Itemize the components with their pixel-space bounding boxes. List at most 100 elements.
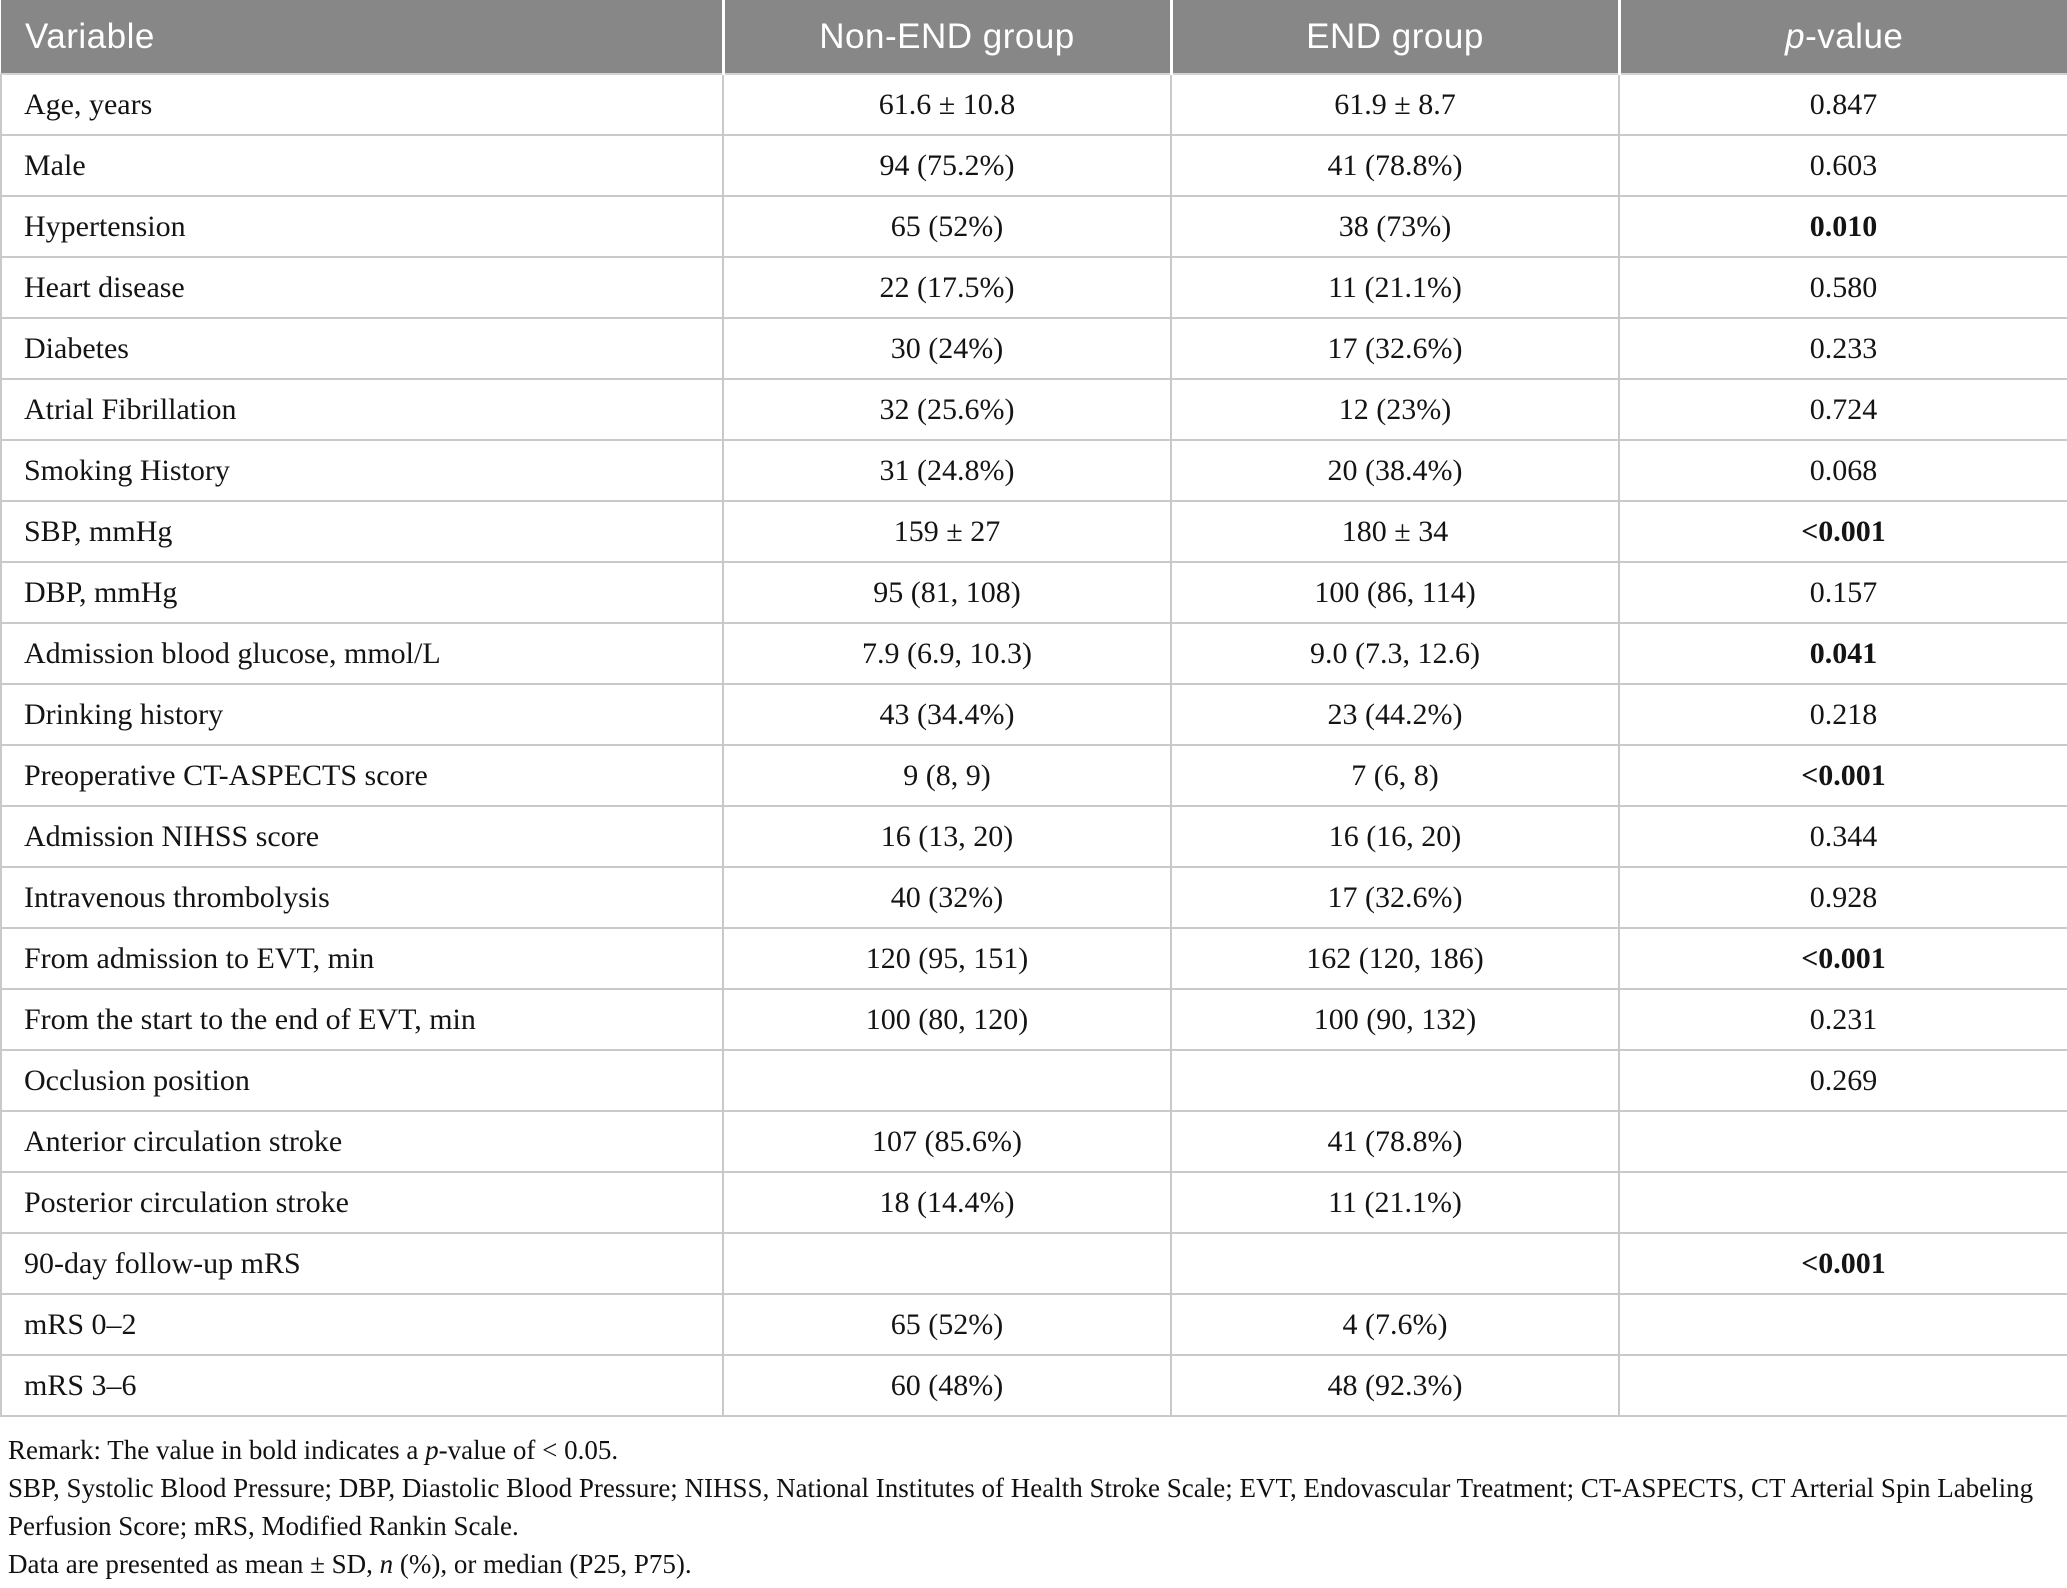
end-cell: 41 (78.8%) — [1170, 134, 1620, 197]
table-body: Age, years 61.6 ± 10.8 61.9 ± 8.7 0.847 … — [0, 73, 2067, 1417]
table-footnotes: Remark: The value in bold indicates a p-… — [0, 1417, 2067, 1583]
variable-cell: 90-day follow-up mRS — [0, 1232, 724, 1295]
table-row: Posterior circulation stroke 18 (14.4%) … — [0, 1171, 2067, 1234]
table-header: Variable Non-END group END group p-value — [1, 0, 2067, 75]
data-presentation-text-end: (%), or median (P25, P75). — [393, 1549, 692, 1579]
non-end-cell: 95 (81, 108) — [722, 561, 1172, 624]
non-end-cell: 43 (34.4%) — [722, 683, 1172, 746]
end-cell: 38 (73%) — [1170, 195, 1620, 258]
non-end-cell: 32 (25.6%) — [722, 378, 1172, 441]
non-end-cell: 61.6 ± 10.8 — [722, 73, 1172, 136]
table-row: Hypertension 65 (52%) 38 (73%) 0.010 — [0, 195, 2067, 258]
p-value-cell: 0.231 — [1618, 988, 2067, 1051]
p-value-cell: <0.001 — [1618, 1232, 2067, 1295]
non-end-cell: 159 ± 27 — [722, 500, 1172, 563]
end-cell: 17 (32.6%) — [1170, 317, 1620, 380]
table-row: Drinking history 43 (34.4%) 23 (44.2%) 0… — [0, 683, 2067, 746]
column-header-end-group: END group — [1169, 0, 1619, 75]
table-row: Atrial Fibrillation 32 (25.6%) 12 (23%) … — [0, 378, 2067, 441]
variable-cell: Diabetes — [0, 317, 724, 380]
non-end-cell: 107 (85.6%) — [722, 1110, 1172, 1173]
p-value-cell: <0.001 — [1618, 927, 2067, 990]
remark-text: Remark: The value in bold indicates a — [8, 1435, 426, 1465]
non-end-cell: 65 (52%) — [722, 195, 1172, 258]
non-end-cell: 40 (32%) — [722, 866, 1172, 929]
non-end-cell — [722, 1049, 1172, 1112]
p-value-cell: <0.001 — [1618, 500, 2067, 563]
end-cell: 100 (90, 132) — [1170, 988, 1620, 1051]
p-value-cell: 0.580 — [1618, 256, 2067, 319]
p-value-cell — [1618, 1354, 2067, 1417]
remark-italic-p: p — [425, 1435, 439, 1465]
end-cell: 180 ± 34 — [1170, 500, 1620, 563]
column-header-p-value: p-value — [1617, 0, 2067, 75]
end-cell — [1170, 1232, 1620, 1295]
data-presentation-italic-n: n — [379, 1549, 394, 1579]
variable-cell: mRS 0–2 — [0, 1293, 724, 1356]
end-cell: 16 (16, 20) — [1170, 805, 1620, 868]
table-row: Intravenous thrombolysis 40 (32%) 17 (32… — [0, 866, 2067, 929]
end-cell: 9.0 (7.3, 12.6) — [1170, 622, 1620, 685]
non-end-cell: 18 (14.4%) — [722, 1171, 1172, 1234]
p-value-cell: 0.233 — [1618, 317, 2067, 380]
header-row: Variable Non-END group END group p-value — [1, 0, 2067, 75]
end-cell: 48 (92.3%) — [1170, 1354, 1620, 1417]
table-row: DBP, mmHg 95 (81, 108) 100 (86, 114) 0.1… — [0, 561, 2067, 624]
non-end-cell: 7.9 (6.9, 10.3) — [722, 622, 1172, 685]
p-value-rest: -value — [1805, 16, 1904, 56]
p-value-cell — [1618, 1293, 2067, 1356]
end-cell: 7 (6, 8) — [1170, 744, 1620, 807]
end-cell: 162 (120, 186) — [1170, 927, 1620, 990]
p-value-italic-p: p — [1785, 16, 1806, 56]
variable-cell: DBP, mmHg — [0, 561, 724, 624]
non-end-cell: 100 (80, 120) — [722, 988, 1172, 1051]
table-row: Anterior circulation stroke 107 (85.6%) … — [0, 1110, 2067, 1173]
end-cell: 11 (21.1%) — [1170, 256, 1620, 319]
variable-cell: From the start to the end of EVT, min — [0, 988, 724, 1051]
end-cell: 23 (44.2%) — [1170, 683, 1620, 746]
baseline-characteristics-table: Variable Non-END group END group p-value… — [0, 0, 2067, 1417]
non-end-cell: 94 (75.2%) — [722, 134, 1172, 197]
table-row: Admission blood glucose, mmol/L 7.9 (6.9… — [0, 622, 2067, 685]
variable-cell: Drinking history — [0, 683, 724, 746]
end-cell: 61.9 ± 8.7 — [1170, 73, 1620, 136]
non-end-cell: 22 (17.5%) — [722, 256, 1172, 319]
table-row: mRS 0–2 65 (52%) 4 (7.6%) — [0, 1293, 2067, 1356]
footnote-abbreviations: SBP, Systolic Blood Pressure; DBP, Diast… — [8, 1473, 2034, 1541]
end-cell: 4 (7.6%) — [1170, 1293, 1620, 1356]
variable-cell: Anterior circulation stroke — [0, 1110, 724, 1173]
p-value-cell: 0.010 — [1618, 195, 2067, 258]
footnote-data-presentation: Data are presented as mean ± SD, n (%), … — [8, 1545, 2055, 1583]
variable-cell: Preoperative CT-ASPECTS score — [0, 744, 724, 807]
variable-cell: Occlusion position — [0, 1049, 724, 1112]
table-row: Preoperative CT-ASPECTS score 9 (8, 9) 7… — [0, 744, 2067, 807]
variable-cell: Age, years — [0, 73, 724, 136]
non-end-cell: 9 (8, 9) — [722, 744, 1172, 807]
table-row: Diabetes 30 (24%) 17 (32.6%) 0.233 — [0, 317, 2067, 380]
end-cell: 100 (86, 114) — [1170, 561, 1620, 624]
end-cell: 20 (38.4%) — [1170, 439, 1620, 502]
variable-cell: Atrial Fibrillation — [0, 378, 724, 441]
table-row: From admission to EVT, min 120 (95, 151)… — [0, 927, 2067, 990]
p-value-cell — [1618, 1171, 2067, 1234]
p-value-cell: 0.218 — [1618, 683, 2067, 746]
non-end-cell — [722, 1232, 1172, 1295]
p-value-cell: 0.724 — [1618, 378, 2067, 441]
table-row: Heart disease 22 (17.5%) 11 (21.1%) 0.58… — [0, 256, 2067, 319]
table-row: Male 94 (75.2%) 41 (78.8%) 0.603 — [0, 134, 2067, 197]
variable-cell: Smoking History — [0, 439, 724, 502]
p-value-cell: 0.041 — [1618, 622, 2067, 685]
variable-cell: From admission to EVT, min — [0, 927, 724, 990]
table-row: mRS 3–6 60 (48%) 48 (92.3%) — [0, 1354, 2067, 1417]
table-row: Admission NIHSS score 16 (13, 20) 16 (16… — [0, 805, 2067, 868]
p-value-cell: 0.603 — [1618, 134, 2067, 197]
p-value-cell: 0.157 — [1618, 561, 2067, 624]
end-cell — [1170, 1049, 1620, 1112]
non-end-cell: 65 (52%) — [722, 1293, 1172, 1356]
variable-cell: Admission blood glucose, mmol/L — [0, 622, 724, 685]
p-value-cell: <0.001 — [1618, 744, 2067, 807]
table-row: From the start to the end of EVT, min 10… — [0, 988, 2067, 1051]
non-end-cell: 60 (48%) — [722, 1354, 1172, 1417]
end-cell: 11 (21.1%) — [1170, 1171, 1620, 1234]
table-row: Smoking History 31 (24.8%) 20 (38.4%) 0.… — [0, 439, 2067, 502]
